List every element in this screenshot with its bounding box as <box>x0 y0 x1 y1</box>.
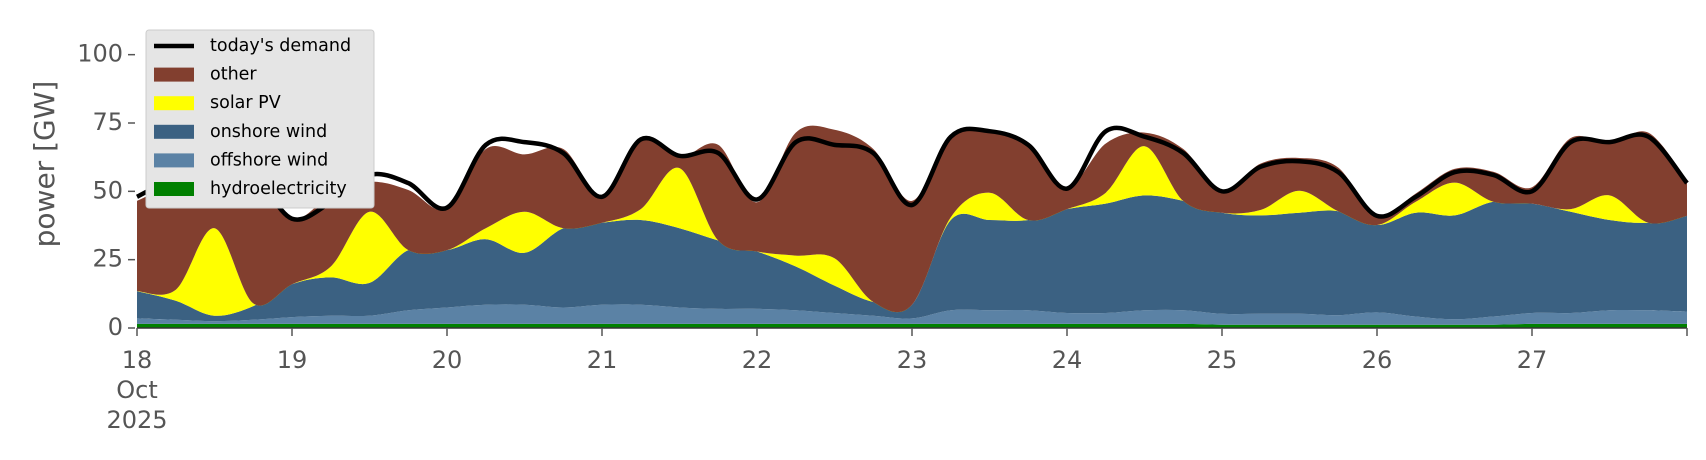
x-tick-label: 24 <box>1052 346 1083 374</box>
x-tick-label: 21 <box>587 346 618 374</box>
x-tick-sublabel-month: Oct <box>116 376 158 404</box>
legend: today's demand other solar PV onshore wind o… <box>145 29 375 209</box>
legend-label-offshore-wind: offshore wind <box>210 150 328 170</box>
demand-line <box>135 125 1689 222</box>
area-onshore-wind <box>137 195 1687 322</box>
x-tick-label: 18 <box>122 346 153 374</box>
area-other <box>137 125 1687 313</box>
y-tick-label: 50 <box>92 176 123 204</box>
y-tick-label: 0 <box>108 313 123 341</box>
y-tick-label: 25 <box>92 245 123 273</box>
x-tick-label: 23 <box>897 346 928 374</box>
x-tick-label: 26 <box>1362 346 1393 374</box>
legend-label-hydroelectricity: hydroelectricity <box>210 179 347 199</box>
legend-swatch-other <box>154 67 194 82</box>
stacked-areas <box>137 125 1687 328</box>
y-tick-label: 100 <box>77 40 123 68</box>
x-tick-label: 19 <box>277 346 308 374</box>
legend-swatch-hydroelectricity <box>154 182 194 196</box>
x-tick-label: 27 <box>1517 346 1548 374</box>
demand-line-path <box>135 125 1689 222</box>
legend-label-solar-pv: solar PV <box>210 93 281 113</box>
legend-label-today-s-demand: today's demand <box>210 36 351 56</box>
legend-label-onshore-wind: onshore wind <box>210 122 327 142</box>
y-axis-ticks: 0 25 50 75 100 <box>77 40 135 341</box>
legend-label-other: other <box>210 65 257 85</box>
x-tick-label: 20 <box>432 346 463 374</box>
legend-swatch-offshore-wind <box>154 153 194 168</box>
x-tick-label: 22 <box>742 346 773 374</box>
area-offshore-wind <box>137 304 1687 325</box>
x-tick-sublabel-year: 2025 <box>106 406 167 434</box>
legend-swatch-onshore-wind <box>154 124 194 139</box>
y-axis-label: power [GW] <box>28 81 61 248</box>
legend-swatch-solar-pv <box>154 96 194 111</box>
x-tick-label: 25 <box>1207 346 1238 374</box>
y-tick-label: 75 <box>92 108 123 136</box>
legend-box <box>145 29 375 209</box>
area-hydroelectricity <box>137 323 1687 328</box>
